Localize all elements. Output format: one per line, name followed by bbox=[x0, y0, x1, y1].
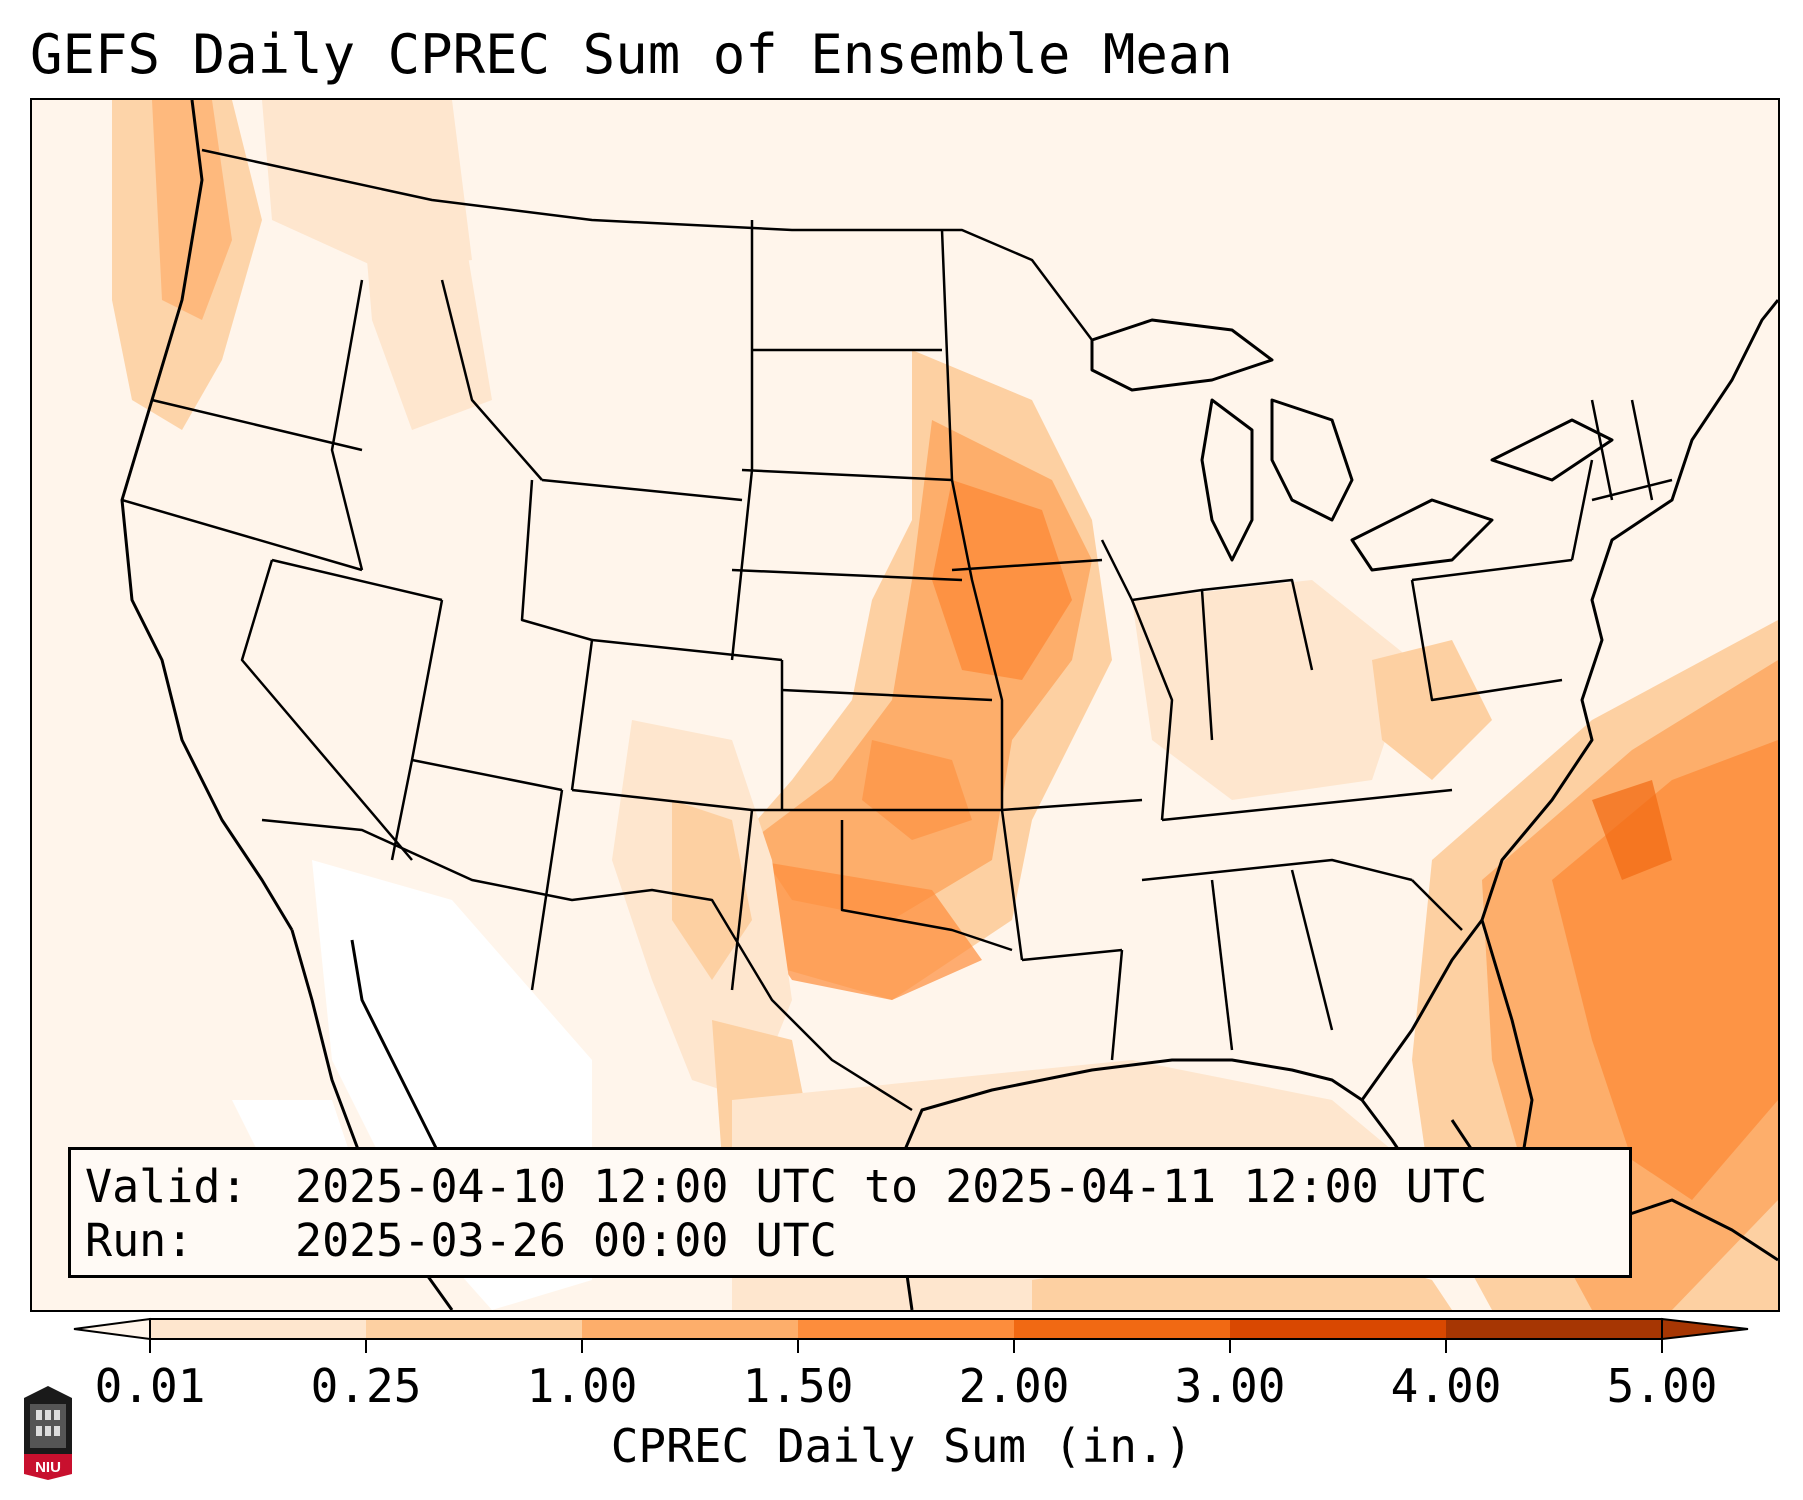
colorbar-segment bbox=[1446, 1319, 1663, 1339]
valid-row: Valid: 2025-04-10 12:00 UTC to 2025-04-1… bbox=[85, 1160, 1615, 1214]
colorbar-segment bbox=[1014, 1319, 1231, 1339]
run-value: 2025-03-26 00:00 UTC bbox=[295, 1214, 837, 1267]
state-borders bbox=[121, 148, 1673, 1112]
valid-run-box: Valid: 2025-04-10 12:00 UTC to 2025-04-1… bbox=[68, 1147, 1632, 1278]
valid-label: Valid: bbox=[85, 1160, 248, 1213]
colorbar-tick-label: 5.00 bbox=[1606, 1359, 1718, 1413]
run-label: Run: bbox=[85, 1214, 194, 1267]
colorbar-segment bbox=[798, 1319, 1015, 1339]
colorbar-tick-label: 0.01 bbox=[94, 1359, 206, 1413]
run-row: Run: 2025-03-26 00:00 UTC bbox=[85, 1214, 1615, 1268]
colorbar bbox=[73, 1317, 1749, 1353]
map-title: GEFS Daily CPREC Sum of Ensemble Mean bbox=[30, 23, 1233, 86]
valid-value: 2025-04-10 12:00 UTC to 2025-04-11 12:00… bbox=[295, 1160, 1488, 1213]
colorbar-segment bbox=[1230, 1319, 1447, 1339]
colorbar-tick-label: 0.25 bbox=[310, 1359, 422, 1413]
colorbar-segment bbox=[366, 1319, 583, 1339]
colorbar-segment bbox=[150, 1319, 367, 1339]
coastlines bbox=[120, 100, 1778, 1310]
colorbar-tick-label: 2.00 bbox=[958, 1359, 1070, 1413]
niu-logo: NIU bbox=[24, 1386, 72, 1480]
colorbar-tick-label: 4.00 bbox=[1390, 1359, 1502, 1413]
colorbar-extend-low bbox=[73, 1317, 151, 1341]
colorbar-segment bbox=[582, 1319, 799, 1339]
svg-text:NIU: NIU bbox=[35, 1459, 61, 1476]
colorbar-extend-high bbox=[1661, 1317, 1749, 1341]
colorbar-tick-label: 1.00 bbox=[526, 1359, 638, 1413]
colorbar-label: CPREC Daily Sum (in.) bbox=[610, 1419, 1193, 1473]
map-canvas bbox=[32, 100, 1778, 1310]
precipitation-map[interactable]: Valid: 2025-04-10 12:00 UTC to 2025-04-1… bbox=[30, 98, 1780, 1312]
colorbar-tick-label: 1.50 bbox=[742, 1359, 854, 1413]
colorbar-tick-label: 3.00 bbox=[1174, 1359, 1286, 1413]
